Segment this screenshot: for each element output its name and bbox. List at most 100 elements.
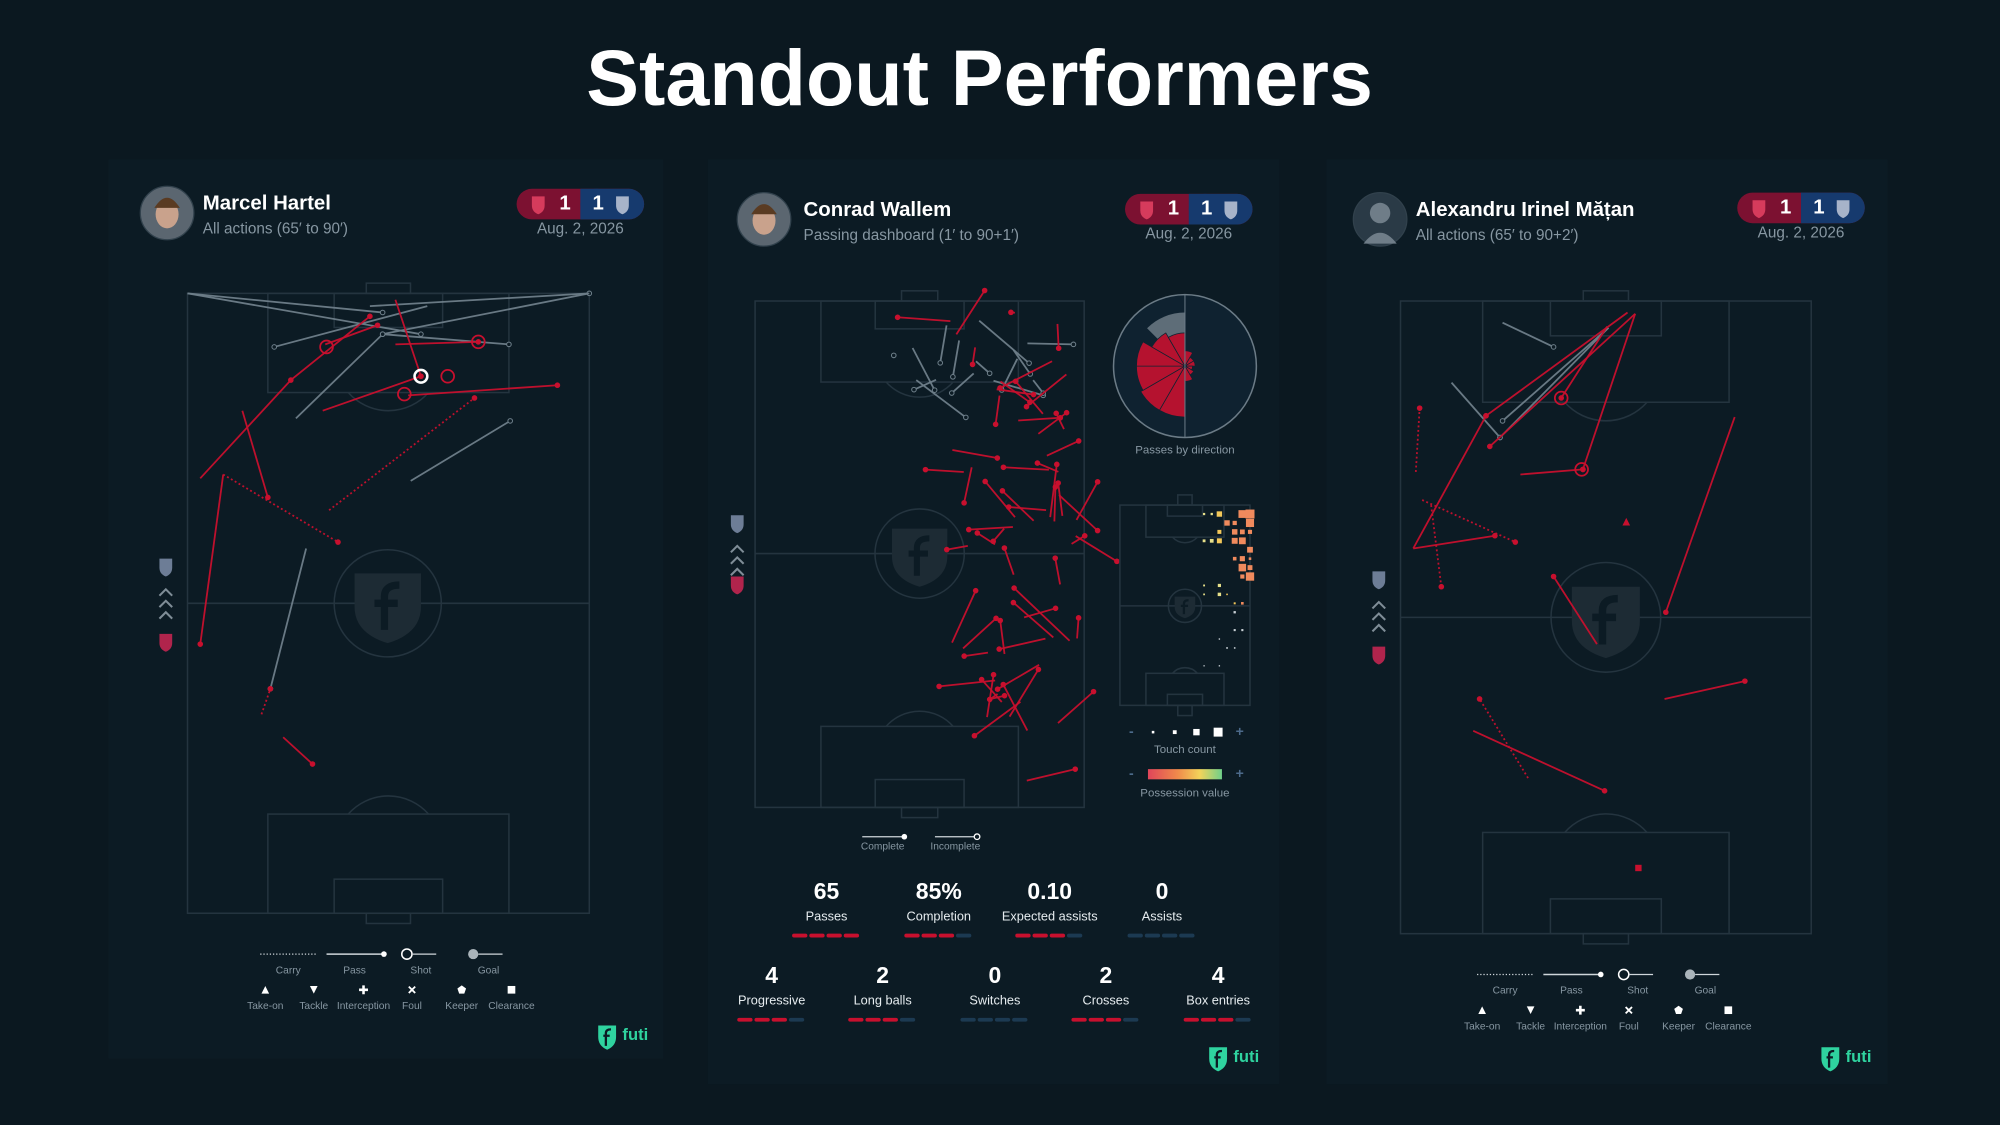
avatar-hair (751, 204, 777, 215)
action-line (1037, 411, 1068, 435)
action-line (1414, 408, 1421, 472)
label: Conrad Wallem (804, 199, 952, 221)
penalty-arc (347, 795, 430, 815)
stat-bar (938, 933, 955, 938)
heat-cell (1233, 611, 1236, 614)
brand-logo (598, 1025, 617, 1050)
label: Alexandru Irinel Mățan (1416, 199, 1635, 221)
action-line (986, 674, 995, 718)
action-line (1489, 313, 1636, 448)
action-end (1492, 532, 1498, 539)
action-end (1052, 555, 1059, 561)
touch-key (1151, 730, 1155, 734)
stat-bar (1049, 933, 1066, 938)
action-end (374, 322, 381, 329)
action-end (961, 500, 967, 506)
action-line (187, 292, 383, 314)
heat-cell (1232, 556, 1237, 561)
action-end (965, 526, 972, 533)
center-circle (1550, 561, 1662, 673)
action-line (1003, 466, 1049, 471)
heat-cell (1238, 510, 1247, 518)
label: - (1129, 723, 1134, 739)
stat-bar (848, 1017, 864, 1022)
action-end (475, 339, 482, 345)
stat-bar (1144, 933, 1161, 938)
label: 0 (1156, 878, 1169, 904)
label: Aug. 2, 2026 (537, 221, 624, 238)
action-line (964, 651, 989, 657)
action-line (1450, 382, 1501, 439)
action-line (1664, 680, 1746, 700)
heat-cell (1247, 546, 1253, 553)
label: 1 (593, 192, 604, 214)
action-end (554, 382, 561, 389)
action-line (1485, 311, 1629, 417)
heat-cell (1247, 565, 1253, 571)
action-line (962, 617, 997, 650)
heat-cell (1216, 538, 1222, 544)
action-end (1030, 391, 1037, 398)
action-end (990, 538, 997, 545)
legend-symbol (457, 985, 467, 994)
label: Assists (1142, 908, 1182, 923)
action-end (1054, 461, 1060, 468)
heat-cell (1248, 557, 1252, 560)
action-line (199, 379, 292, 479)
action-line (939, 325, 948, 364)
label: 1 (1813, 196, 1824, 218)
action-end (367, 313, 373, 320)
action-end (937, 360, 944, 366)
heat-cell (1245, 518, 1255, 528)
label: Aug. 2, 2026 (1758, 224, 1845, 241)
action-line (951, 372, 975, 394)
action-end (1601, 788, 1608, 794)
label: Take-on (247, 1001, 283, 1012)
action-end (1055, 345, 1062, 352)
action-line (952, 449, 998, 459)
brand-logo (1821, 1047, 1840, 1072)
radar-sector (1183, 360, 1196, 367)
shot (319, 339, 334, 355)
action-end (982, 478, 988, 485)
action-line (1430, 504, 1443, 587)
goal (900, 806, 939, 819)
action-line (1013, 587, 1071, 642)
label: + (1236, 765, 1244, 781)
avatar-hair (154, 197, 180, 208)
label: Passing dashboard (1′ to 90+1′) (804, 227, 1019, 244)
action-line (1472, 730, 1605, 792)
action-line (1501, 327, 1610, 422)
action-line (1664, 416, 1736, 613)
chevron (730, 567, 745, 576)
action-line (1012, 601, 1054, 639)
action-end (471, 395, 478, 401)
action-line (1014, 380, 1044, 415)
legend-symbol (507, 985, 516, 994)
action-line (324, 324, 378, 346)
score-away (580, 188, 599, 220)
avatar-body (1363, 232, 1397, 244)
action-line (1560, 326, 1608, 399)
action-line (1008, 668, 1040, 718)
legend-pass-end (381, 951, 387, 957)
label: Possession value (1140, 787, 1229, 799)
action-line (290, 315, 371, 381)
heat-cell (1231, 537, 1238, 544)
stat-bar (771, 1017, 787, 1022)
action-line (1026, 768, 1076, 782)
heat-cell (1233, 647, 1236, 649)
heat-cell (1216, 511, 1223, 517)
label: 4 (1212, 962, 1225, 988)
touch-key (1172, 730, 1177, 735)
action-end (1026, 360, 1032, 366)
legend-goal (1684, 969, 1696, 980)
avatar-head (1369, 202, 1391, 224)
action-end (1075, 615, 1082, 621)
action-line (1413, 534, 1496, 550)
crest (1836, 200, 1850, 219)
action-end (1055, 480, 1061, 486)
legend-symbol (1526, 1006, 1535, 1015)
action-end (963, 414, 969, 421)
